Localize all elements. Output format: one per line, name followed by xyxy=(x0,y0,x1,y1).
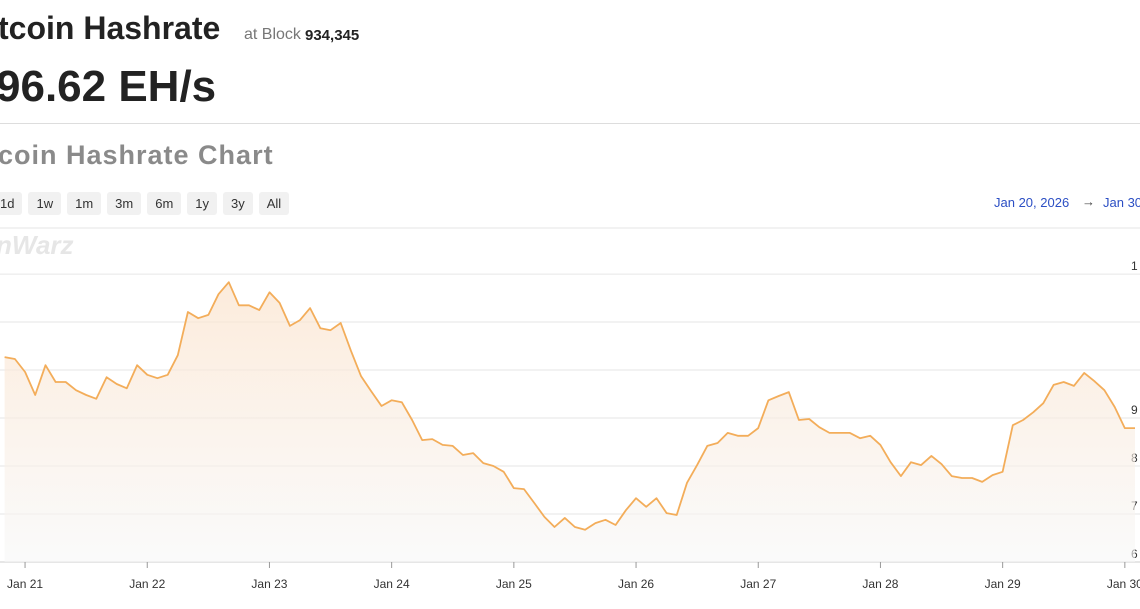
date-from[interactable]: Jan 20, 2026 xyxy=(994,195,1070,210)
range-button[interactable]: 6m xyxy=(147,192,182,215)
x-tick-label: Jan 25 xyxy=(496,577,532,591)
watermark: nWarz xyxy=(0,230,74,260)
range-buttons: 1d 1w 1m 3m 6m 1y 3y All xyxy=(0,192,290,215)
range-button[interactable]: All xyxy=(258,192,290,215)
y-tick-label: 9 xyxy=(1131,403,1138,417)
x-tick-label: Jan 27 xyxy=(740,577,776,591)
page-title: tcoin Hashrate xyxy=(0,10,221,46)
chart-title: coin Hashrate Chart xyxy=(0,140,274,170)
block-prefix: at Block xyxy=(244,26,301,43)
separator xyxy=(0,123,1140,124)
range-button[interactable]: 1d xyxy=(0,192,23,215)
range-button[interactable]: 1w xyxy=(28,192,62,215)
x-tick-label: Jan 26 xyxy=(618,577,654,591)
range-button[interactable]: 3m xyxy=(107,192,142,215)
block-number: 934,345 xyxy=(305,27,360,44)
y-tick-label: 1 xyxy=(1131,259,1138,273)
date-to[interactable]: Jan 30 xyxy=(1103,195,1140,210)
x-tick-label: Jan 24 xyxy=(374,577,410,591)
x-tick-label: Jan 22 xyxy=(129,577,165,591)
x-tick-label: Jan 21 xyxy=(7,577,43,591)
x-tick-label: Jan 29 xyxy=(985,577,1021,591)
range-button[interactable]: 1y xyxy=(187,192,218,215)
range-button[interactable]: 3y xyxy=(223,192,253,215)
x-tick-label: Jan 23 xyxy=(251,577,287,591)
hashrate-value: 96.62 EH/s xyxy=(0,62,217,111)
hashrate-line xyxy=(4,281,1135,531)
date-arrow: → xyxy=(1082,194,1095,209)
range-button[interactable]: 1m xyxy=(67,192,102,215)
x-tick-label: Jan 28 xyxy=(862,577,898,591)
area-fill xyxy=(4,282,1136,562)
x-tick-label: Jan 30 xyxy=(1107,577,1140,591)
